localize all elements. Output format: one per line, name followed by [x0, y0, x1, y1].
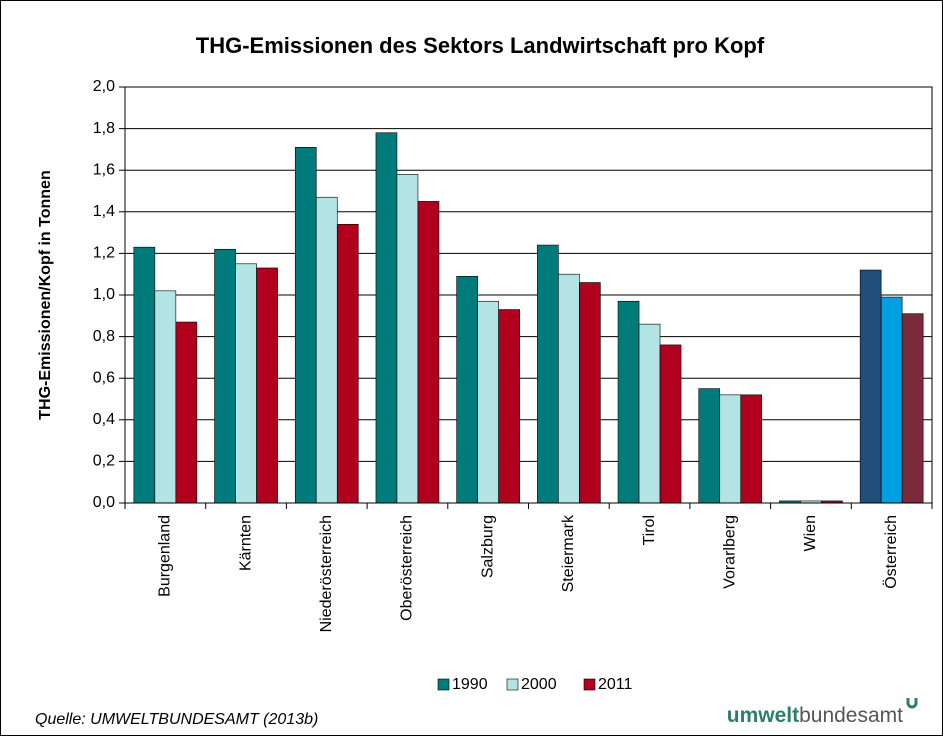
bar [579, 282, 601, 504]
x-tick-label: Wien [802, 515, 819, 551]
bar [315, 196, 338, 504]
bar [498, 309, 520, 504]
bar [477, 300, 499, 504]
bar [537, 244, 559, 504]
bar [558, 273, 580, 504]
bar [617, 300, 640, 504]
bar [719, 394, 742, 504]
x-tick-label: Salzburg [479, 515, 496, 578]
y-tick-label: 1,8 [93, 120, 115, 137]
x-tick-label: Kärnten [237, 515, 254, 571]
x-tick-label: Niederösterreich [318, 515, 335, 632]
bar [294, 147, 317, 504]
x-tick-label: Steiermark [560, 514, 577, 592]
y-tick-label: 0,4 [93, 411, 115, 428]
bar [880, 296, 903, 504]
logo-mark [906, 698, 918, 709]
y-tick-label: 1,4 [93, 203, 115, 220]
x-tick-label: Tirol [641, 515, 658, 546]
x-tick-label: Burgenland [157, 515, 174, 597]
bar [698, 388, 721, 504]
bar [133, 246, 156, 504]
bar [638, 323, 661, 504]
logo: umweltbundesamt [727, 704, 903, 727]
y-tick-label: 2,0 [93, 78, 115, 95]
bar [456, 275, 478, 504]
bar [375, 132, 398, 504]
bar [336, 223, 359, 504]
y-tick-label: 0,0 [93, 494, 115, 511]
y-tick-label: 0,2 [93, 453, 115, 470]
bar [175, 321, 198, 504]
y-tick-label: 1,2 [93, 245, 115, 262]
y-tick-label: 0,6 [93, 369, 115, 386]
bar [417, 201, 440, 504]
bar [396, 174, 419, 504]
legend-swatch [506, 678, 519, 691]
legend-label: 2011 [598, 676, 633, 693]
legend-swatch [437, 678, 450, 691]
y-axis-label: THG-Emissionen/Kopf in Tonnen [37, 170, 54, 419]
bar [740, 394, 763, 504]
logo-bold: umwelt [727, 704, 799, 727]
x-tick-label: Vorarlberg [721, 515, 738, 589]
bar [214, 248, 236, 504]
bar [256, 267, 278, 504]
source: Quelle: UMWELTBUNDESAMT (2013b) [35, 711, 318, 728]
logo-regular: bundesamt [799, 704, 903, 727]
legend-swatch [583, 678, 596, 691]
legend-label: 1990 [452, 676, 488, 693]
y-tick-label: 1,6 [93, 161, 115, 178]
bar [901, 313, 924, 504]
bar [154, 290, 177, 504]
bar [859, 269, 882, 504]
legend-label: 2000 [521, 676, 557, 693]
chart-title: THG-Emissionen des Sektors Landwirtschaf… [196, 33, 765, 58]
bar [659, 344, 682, 504]
bar [235, 263, 257, 504]
y-tick-label: 0,8 [93, 328, 115, 345]
x-tick-label: Oberösterreich [399, 515, 416, 621]
x-tick-label: Österreich [882, 515, 900, 589]
y-tick-label: 1,0 [93, 286, 115, 303]
